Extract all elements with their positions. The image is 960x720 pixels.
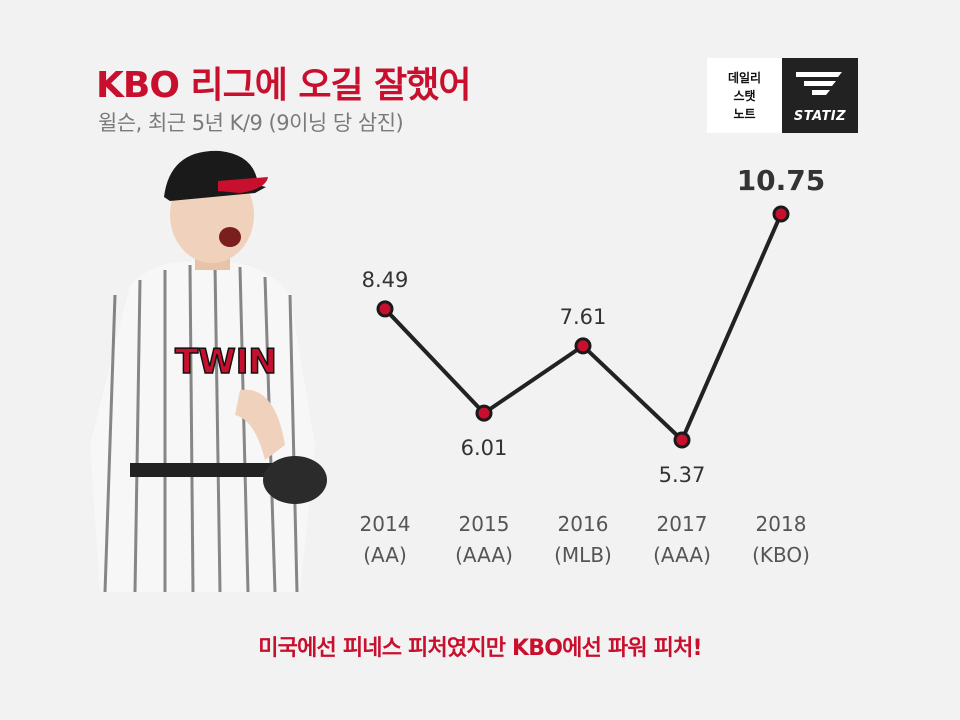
data-point (772, 205, 790, 223)
chart-subtitle: 윌슨, 최근 5년 K/9 (9이닝 당 삼진) (98, 111, 404, 135)
x-tick-league: (KBO) (752, 543, 810, 567)
statiz-logo: 데일리 스탯 노트 STATIZ (707, 58, 858, 133)
x-tick-league: (AAA) (653, 543, 711, 567)
value-label: 10.75 (737, 164, 826, 197)
value-label: 7.61 (560, 305, 607, 329)
pitcher-photo: TWIN (90, 150, 327, 592)
x-tick-league: (MLB) (554, 543, 612, 567)
x-tick-year: 2016 (558, 512, 609, 536)
data-point (574, 337, 592, 355)
value-labels: 8.49 6.01 7.61 5.37 10.75 (362, 164, 826, 487)
x-tick-year: 2014 (360, 512, 411, 536)
data-point (376, 300, 394, 318)
value-label: 8.49 (362, 268, 409, 292)
footer-caption: 미국에선 피네스 피처였지만 KBO에선 파워 피처! (258, 636, 702, 661)
speed-lines-icon (796, 72, 842, 95)
statiz-wordmark: STATIZ (793, 109, 847, 124)
logo-line: 노트 (733, 106, 756, 121)
data-point (475, 404, 493, 422)
logo-line: 데일리 (727, 70, 762, 85)
x-tick-league: (AA) (363, 543, 407, 567)
x-tick-year: 2017 (657, 512, 708, 536)
value-label: 6.01 (461, 436, 508, 460)
logo-line: 스탯 (733, 88, 756, 103)
daily-stat-note-badge: 데일리 스탯 노트 (707, 58, 782, 133)
x-tick-year: 2015 (459, 512, 510, 536)
x-tick-year: 2018 (756, 512, 807, 536)
value-label: 5.37 (659, 463, 706, 487)
statiz-badge: STATIZ (782, 58, 858, 133)
x-axis-tick-labels: 2014 (AA) 2015 (AAA) 2016 (MLB) 2017 (AAA) 2018 (… (360, 512, 810, 567)
data-points (376, 205, 790, 449)
data-point (673, 431, 691, 449)
svg-text:TWIN: TWIN (175, 342, 277, 382)
x-tick-league: (AAA) (455, 543, 513, 567)
chart-title: KBO 리그에 오길 잘했어 (96, 65, 471, 106)
